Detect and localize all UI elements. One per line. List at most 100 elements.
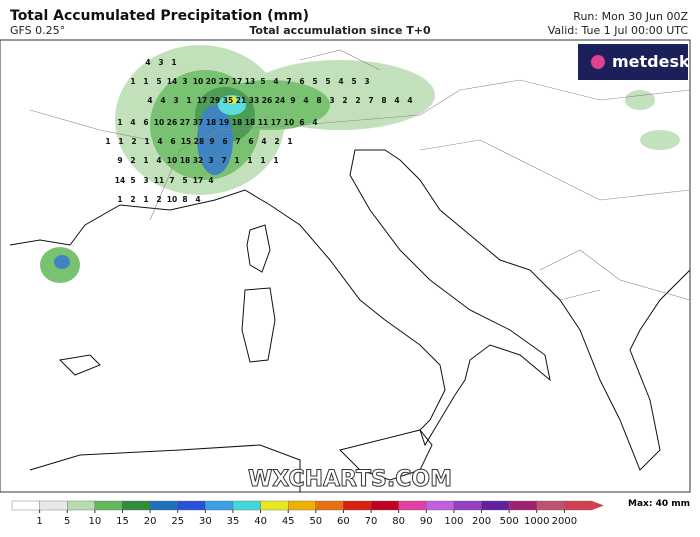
colorbar-segment	[453, 500, 482, 511]
precip-areas	[40, 45, 680, 283]
point-value: 5	[182, 176, 187, 185]
colorbar-segment	[94, 500, 123, 511]
point-value: 4	[407, 96, 412, 105]
point-value: 3	[143, 176, 148, 185]
point-value: 4	[157, 137, 162, 146]
point-value: 1	[130, 77, 135, 86]
colorbar-arrow	[592, 501, 604, 510]
point-value: 5	[312, 77, 317, 86]
colorbar-segment	[564, 500, 593, 511]
logo-icon	[591, 55, 605, 69]
colorbar-segment	[508, 500, 537, 511]
point-value: 1	[287, 137, 292, 146]
point-values: 4 3 11 1 5 14 3 10 20 27 17 13 5 4 7 6 5 5 4 5 34 4 3 1 17 29 35 21…	[105, 58, 412, 204]
legend-label: 30	[199, 516, 212, 527]
point-value: 2	[130, 195, 135, 204]
point-value: 7	[169, 176, 174, 185]
point-value: 19	[219, 118, 229, 127]
point-value: 5	[130, 176, 135, 185]
coastlines	[9, 149, 691, 492]
point-value: 4	[394, 96, 399, 105]
point-value: 4	[147, 96, 152, 105]
point-value: 4	[338, 77, 343, 86]
legend-label: 500	[500, 516, 519, 527]
point-value: 6	[143, 118, 148, 127]
point-value: 7	[235, 137, 240, 146]
colorbar-segment	[287, 500, 317, 511]
watermark: WXCHARTS.COM	[248, 467, 452, 492]
legend-label: 1000	[524, 516, 549, 527]
colorbar-segment	[315, 500, 344, 511]
point-value: 6	[248, 137, 253, 146]
logo: metdesk	[612, 52, 690, 71]
colorbar-segment	[39, 500, 68, 511]
point-value: 4	[145, 58, 150, 67]
point-value: 17	[197, 96, 207, 105]
legend-label: 40	[254, 516, 267, 527]
legend-label: 100	[444, 516, 463, 527]
point-value: 1	[273, 156, 278, 165]
point-value: 2	[130, 156, 135, 165]
legend-label: 60	[337, 516, 350, 527]
point-value: 4	[208, 176, 213, 185]
colorbar-segment	[122, 500, 151, 511]
point-value: 2	[274, 137, 279, 146]
point-value: 5	[260, 77, 265, 86]
legend-label: 70	[365, 516, 378, 527]
valid: Valid: Tue 1 Jul 00:00 UTC	[548, 24, 689, 37]
point-value: 26	[167, 118, 177, 127]
point-value: 1	[186, 96, 191, 105]
point-value: 17	[271, 118, 281, 127]
point-value: 3	[182, 77, 187, 86]
point-value: 1	[143, 195, 148, 204]
title: Total Accumulated Precipitation (mm)	[10, 8, 309, 24]
point-value: 5	[351, 77, 356, 86]
point-value: 6	[299, 118, 304, 127]
point-value: 2	[156, 195, 161, 204]
point-value: 10	[154, 118, 164, 127]
point-value: 9	[209, 137, 214, 146]
point-value: 17	[193, 176, 203, 185]
point-value: 33	[249, 96, 259, 105]
point-value: 6	[222, 137, 227, 146]
point-value: 6	[170, 137, 175, 146]
point-value: 1	[118, 137, 123, 146]
point-value: 1	[105, 137, 110, 146]
legend-label: 45	[282, 516, 295, 527]
point-value: 8	[316, 96, 321, 105]
legend-label: 200	[472, 516, 491, 527]
legend-label: 5	[64, 516, 70, 527]
point-value: 2	[131, 137, 136, 146]
colorbar-segment	[149, 500, 178, 511]
point-value: 20	[206, 77, 216, 86]
point-value: 13	[245, 77, 255, 86]
legend-label: 35	[227, 516, 240, 527]
point-value: 27	[180, 118, 190, 127]
point-value: 37	[193, 118, 203, 127]
point-value: 4	[195, 195, 200, 204]
point-value: 10	[167, 156, 177, 165]
point-value: 9	[290, 96, 295, 105]
point-value: 9	[117, 156, 122, 165]
point-value: 10	[284, 118, 294, 127]
point-value: 14	[115, 176, 125, 185]
point-value: 28	[194, 137, 204, 146]
point-value: 18	[206, 118, 216, 127]
point-value: 1	[144, 137, 149, 146]
point-value: 1	[247, 156, 252, 165]
point-value: 3	[208, 156, 213, 165]
point-value: 1	[117, 118, 122, 127]
point-value: 1	[143, 77, 148, 86]
point-value: 14	[167, 77, 177, 86]
point-value: 1	[260, 156, 265, 165]
point-value: 18	[232, 118, 242, 127]
point-value: 10	[167, 195, 177, 204]
point-value: 24	[275, 96, 285, 105]
point-value: 35	[223, 96, 233, 105]
legend: 1 5 10 15 20 25 30 35 40 45 50 60 70 80 90 100 200 500 100…	[11, 500, 604, 527]
colorbar-segment	[232, 500, 261, 511]
point-value: 3	[173, 96, 178, 105]
colorbar-segment	[67, 500, 96, 511]
point-value: 4	[156, 156, 161, 165]
